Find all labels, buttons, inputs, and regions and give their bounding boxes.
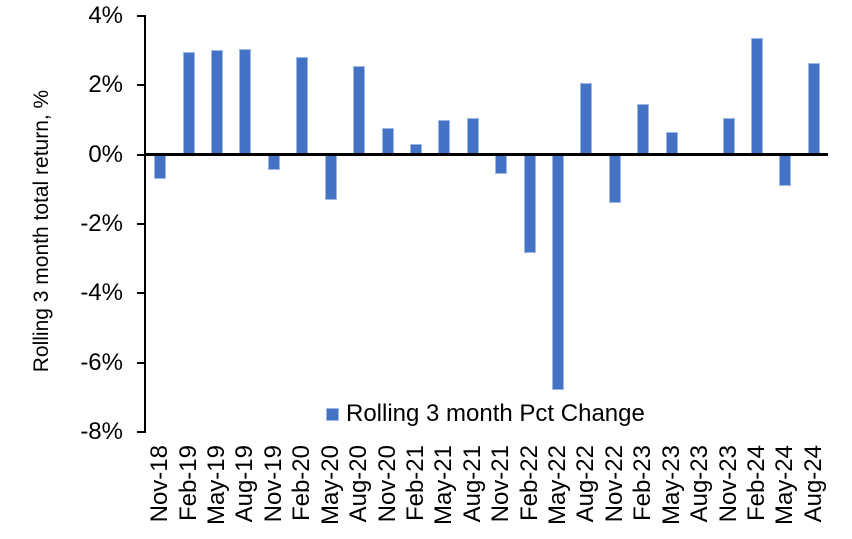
bar — [580, 83, 593, 155]
x-axis-tick-label: May-23 — [657, 445, 685, 526]
y-axis-tick-label: -8% — [80, 418, 123, 446]
x-axis-tick-label: Aug-20 — [345, 445, 373, 523]
x-axis-tick-label: May-24 — [771, 445, 799, 526]
bar — [466, 118, 479, 155]
x-axis-tick-label: Aug-23 — [686, 445, 714, 523]
x-axis-tick-label: Aug-21 — [458, 445, 486, 523]
y-axis-tick-mark — [137, 431, 146, 434]
y-axis-tick-label: -6% — [80, 348, 123, 376]
x-axis-tick-label: May-22 — [544, 445, 572, 526]
x-axis-tick-label: May-20 — [316, 445, 344, 526]
bar — [779, 154, 792, 186]
bar — [353, 66, 366, 155]
legend-label: Rolling 3 month Pct Change — [346, 400, 645, 427]
bar — [239, 48, 252, 155]
x-axis-tick-label: Feb-21 — [401, 445, 429, 522]
y-axis-tick-label: 4% — [88, 1, 123, 29]
y-axis-tick-mark — [137, 153, 146, 156]
legend-swatch-icon — [326, 407, 339, 421]
bar — [523, 154, 536, 254]
x-axis-tick-label: Nov-20 — [373, 445, 401, 523]
x-axis-tick-label: Feb-23 — [629, 445, 657, 522]
x-axis-tick-label: Aug-24 — [799, 445, 827, 523]
bar — [381, 128, 394, 155]
bar — [807, 62, 820, 155]
legend: Rolling 3 month Pct Change — [326, 400, 645, 428]
x-axis-tick-label: Aug-19 — [231, 445, 259, 523]
x-axis-zero-line — [146, 153, 828, 156]
x-axis-tick-label: Nov-23 — [714, 445, 742, 523]
y-axis-tick-label: 0% — [88, 140, 123, 168]
bar — [211, 50, 224, 155]
bar — [722, 118, 735, 155]
x-axis-tick-label: Nov-18 — [146, 445, 174, 523]
bar — [608, 154, 621, 204]
y-axis-tick-label: -4% — [80, 279, 123, 307]
x-axis-tick-label: Feb-20 — [288, 445, 316, 522]
bar — [438, 119, 451, 155]
bar — [182, 52, 195, 155]
x-axis-tick-label: Feb-24 — [742, 445, 770, 522]
x-axis-tick-label: Aug-22 — [572, 445, 600, 523]
x-axis-tick-label: Nov-19 — [259, 445, 287, 523]
bar — [665, 131, 678, 155]
bar — [750, 38, 763, 155]
bar — [495, 154, 508, 174]
x-axis-tick-label: Nov-22 — [600, 445, 628, 523]
y-axis-tick-label: -2% — [80, 209, 123, 237]
y-axis-tick-mark — [137, 222, 146, 225]
y-axis-tick-mark — [137, 14, 146, 17]
x-axis-tick-label: May-19 — [203, 445, 231, 526]
bar — [296, 57, 309, 155]
bar — [324, 154, 337, 200]
x-axis-tick-label: May-21 — [430, 445, 458, 526]
bar — [154, 154, 167, 179]
bar — [267, 154, 280, 171]
bar — [552, 154, 565, 391]
x-axis-tick-label: Nov-21 — [487, 445, 515, 523]
y-axis-tick-label: 2% — [88, 71, 123, 99]
y-axis-tick-mark — [137, 292, 146, 295]
y-axis-tick-mark — [137, 84, 146, 87]
x-axis-tick-label: Feb-19 — [174, 445, 202, 522]
y-axis-tick-mark — [137, 361, 146, 364]
x-axis-tick-label: Feb-22 — [515, 445, 543, 522]
bar — [637, 104, 650, 155]
